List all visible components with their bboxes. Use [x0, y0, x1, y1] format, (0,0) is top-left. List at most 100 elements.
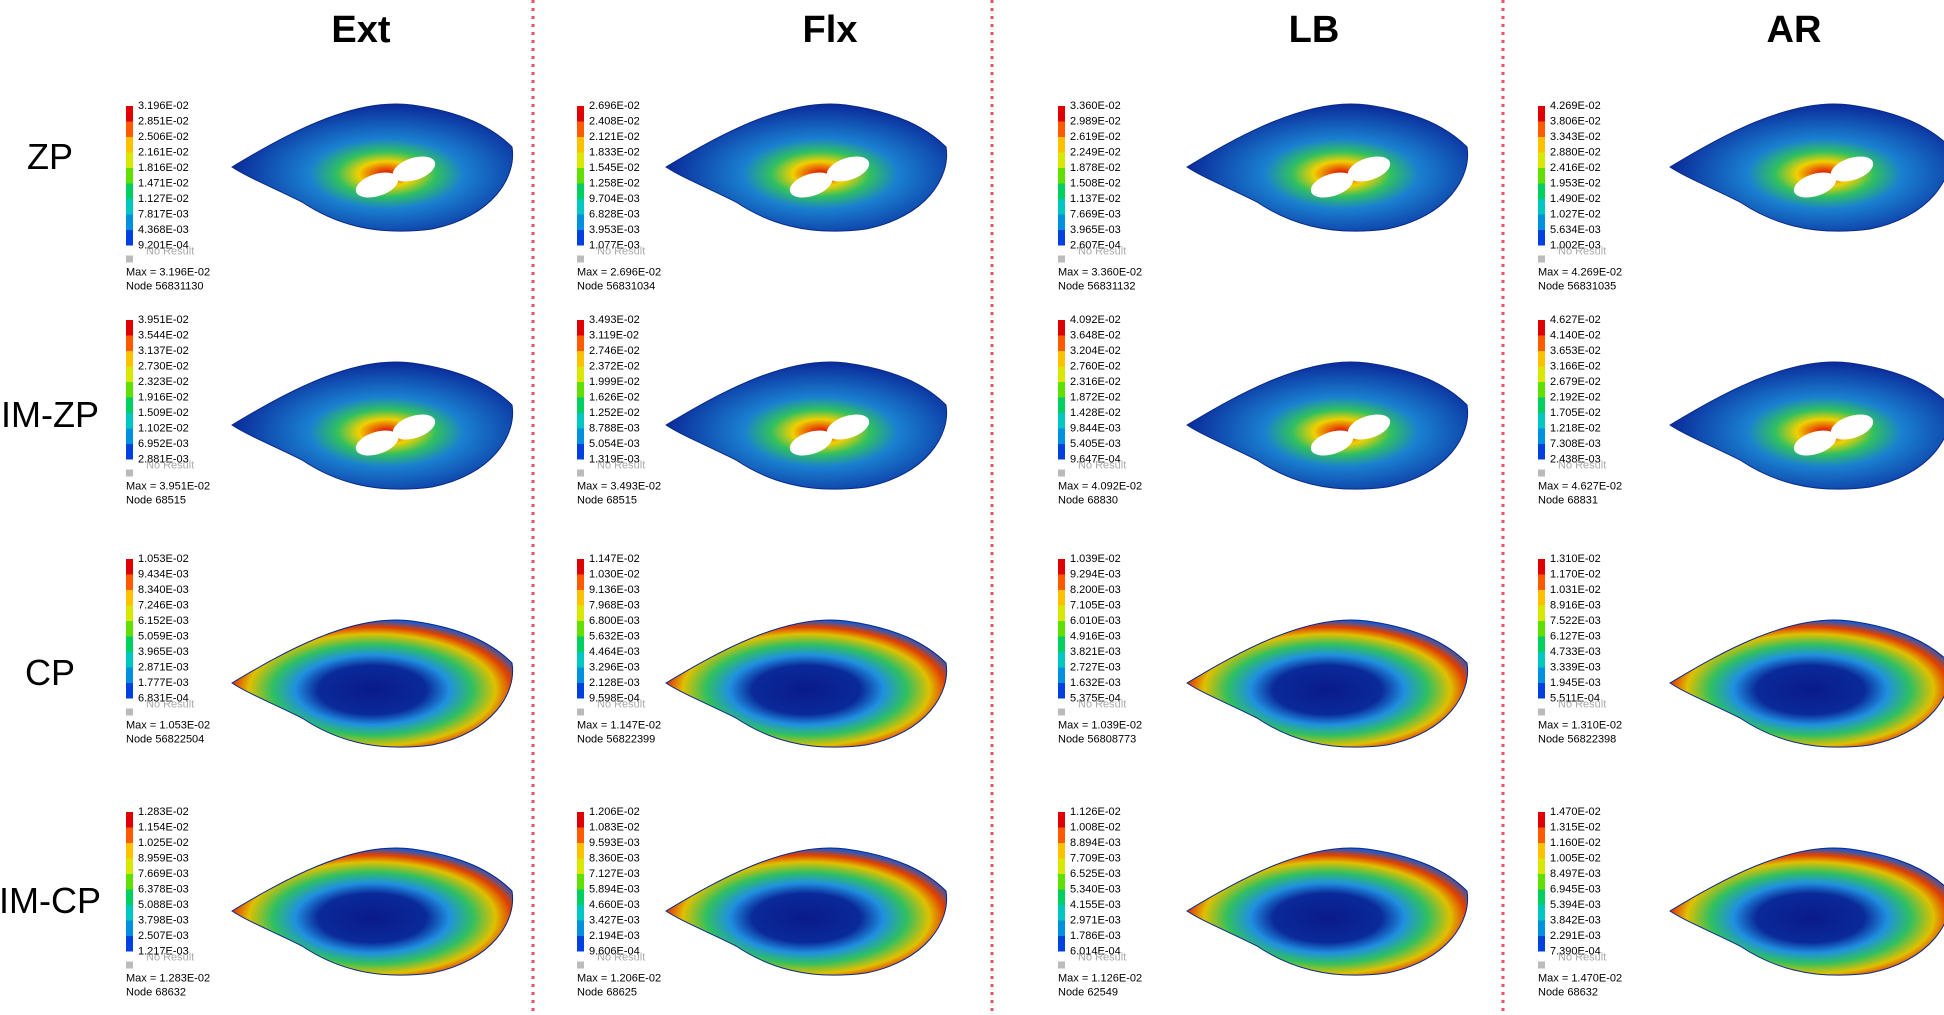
hole: [1310, 430, 1354, 456]
legend-swatch: [1538, 183, 1545, 199]
legend-value: 8.916E-03: [1550, 599, 1601, 611]
legend-swatch: [1058, 874, 1065, 890]
legend-swatch: [577, 168, 584, 184]
legend-swatch: [577, 397, 584, 413]
legend-value: 9.294E-03: [1070, 568, 1121, 580]
legend-value: 3.204E-02: [1070, 345, 1121, 357]
legend-value: 5.088E-03: [138, 899, 189, 911]
legend-value: 2.619E-02: [1070, 131, 1121, 143]
no-result-swatch: [1538, 469, 1545, 477]
no-result: No Result: [1558, 951, 1606, 963]
legend-value: 1.005E-02: [1550, 852, 1601, 864]
no-result: No Result: [1078, 951, 1126, 963]
legend-swatch: [1058, 106, 1065, 122]
legend-value: 6.014E-04: [1070, 945, 1121, 957]
row-label: CP: [25, 652, 75, 693]
no-result: No Result: [597, 698, 645, 710]
legend-value: 2.192E-02: [1550, 391, 1601, 403]
legend-value: 2.881E-03: [138, 453, 189, 465]
legend-value: 2.696E-02: [589, 100, 640, 112]
no-result: No Result: [146, 951, 194, 963]
legend-value: 1.252E-02: [589, 407, 640, 419]
legend-value: 1.471E-02: [138, 177, 189, 189]
no-result: No Result: [1078, 459, 1126, 471]
legend-value: 2.316E-02: [1070, 376, 1121, 388]
legend-value: 1.127E-02: [138, 193, 189, 205]
max-value: Max = 1.310E-02: [1538, 720, 1622, 732]
legend-swatch: [577, 621, 584, 637]
row-label: ZP: [27, 136, 73, 177]
legend-value: 7.127E-03: [589, 868, 640, 880]
legend-value: 8.894E-03: [1070, 837, 1121, 849]
legend-value: 5.054E-03: [589, 438, 640, 450]
legend-value: 2.161E-02: [138, 146, 189, 158]
contour-plot: [231, 361, 514, 490]
legend-value: 7.709E-03: [1070, 852, 1121, 864]
legend-swatch: [1538, 920, 1545, 936]
legend-swatch: [1538, 843, 1545, 859]
column-title: Ext: [331, 9, 390, 51]
column-title: AR: [1767, 9, 1822, 51]
legend-value: 7.246E-03: [138, 599, 189, 611]
legend-swatch: [1058, 397, 1065, 413]
legend-value: 1.027E-02: [1550, 208, 1601, 220]
legend-value: 1.310E-02: [1550, 553, 1601, 565]
legend-swatch: [1538, 121, 1545, 137]
legend-value: 1.878E-02: [1070, 162, 1121, 174]
legend-value: 1.509E-02: [138, 407, 189, 419]
legend-value: 3.842E-03: [1550, 914, 1601, 926]
legend-swatch: [1058, 230, 1065, 246]
no-result-swatch: [126, 469, 133, 477]
legend-value: 2.989E-02: [1070, 115, 1121, 127]
legend-value: 6.152E-03: [138, 615, 189, 627]
legend-value: 5.394E-03: [1550, 899, 1601, 911]
legend-swatch: [1058, 574, 1065, 590]
legend-value: 3.544E-02: [138, 329, 189, 341]
legend-swatch: [126, 121, 133, 137]
legend-value: 1.319E-03: [589, 453, 640, 465]
legend-swatch: [1538, 590, 1545, 606]
max-value: Max = 1.147E-02: [577, 720, 661, 732]
legend-value: 3.339E-03: [1550, 661, 1601, 673]
node-id: Node 68515: [126, 495, 186, 507]
contour-plot: [1669, 619, 1944, 748]
legend-swatch: [577, 121, 584, 137]
legend-swatch: [1058, 889, 1065, 905]
legend-value: 3.137E-02: [138, 345, 189, 357]
legend-swatch: [577, 574, 584, 590]
legend-swatch: [577, 413, 584, 429]
legend-swatch: [126, 889, 133, 905]
legend-value: 1.031E-02: [1550, 584, 1601, 596]
hole: [1830, 156, 1874, 182]
legend-value: 6.831E-04: [138, 692, 189, 704]
legend-value: 7.105E-03: [1070, 599, 1121, 611]
legend-value: 2.880E-02: [1550, 146, 1601, 158]
hole: [1347, 156, 1391, 182]
legend-swatch: [577, 382, 584, 398]
legend-value: 8.959E-03: [138, 852, 189, 864]
legend-value: 9.434E-03: [138, 568, 189, 580]
contour-plot: [231, 847, 514, 976]
legend-value: 3.953E-03: [589, 224, 640, 236]
legend-value: 3.806E-02: [1550, 115, 1601, 127]
legend-swatch: [126, 335, 133, 351]
legend-value: 5.059E-03: [138, 630, 189, 642]
legend-swatch: [577, 199, 584, 215]
legend-value: 4.140E-02: [1550, 329, 1601, 341]
column-title: Flx: [803, 9, 858, 51]
legend: 3.196E-02 2.851E-02 2.506E-02 2.161E-02 1.81…: [126, 100, 210, 293]
legend-value: 1.953E-02: [1550, 177, 1601, 189]
legend-swatch: [1058, 621, 1065, 637]
legend-swatch: [126, 397, 133, 413]
legend-value: 9.136E-03: [589, 584, 640, 596]
contour-plot: [665, 847, 948, 976]
max-value: Max = 3.196E-02: [126, 267, 210, 279]
hole: [826, 156, 870, 182]
legend: 4.627E-02 4.140E-02 3.653E-02 3.166E-02 2.67…: [1538, 314, 1622, 507]
legend: 3.360E-02 2.989E-02 2.619E-02 2.249E-02 1.87…: [1058, 100, 1142, 293]
legend-swatch: [126, 413, 133, 429]
legend-value: 1.030E-02: [589, 568, 640, 580]
max-value: Max = 3.493E-02: [577, 481, 661, 493]
legend-swatch: [1538, 168, 1545, 184]
